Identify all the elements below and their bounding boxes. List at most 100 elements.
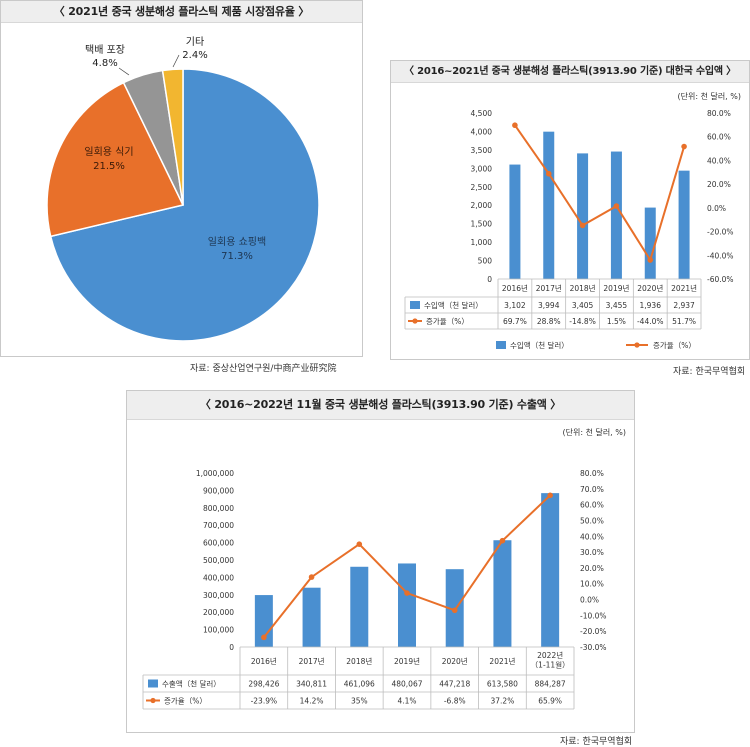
import-bar-label-1: 3,994 xyxy=(538,301,560,310)
import-table-key-dot xyxy=(412,318,418,324)
import-growth-point-0 xyxy=(512,122,518,129)
export-bar-label-6: 884,287 xyxy=(535,680,566,689)
import-y-tick-3: 3,000 xyxy=(471,164,493,173)
pie-label-0: 일회용 쇼핑백 xyxy=(208,236,266,248)
export-table-key-bar xyxy=(148,679,158,688)
import-line-label-1: 28.8% xyxy=(537,317,561,326)
import-category-4: 2020년 xyxy=(637,283,663,293)
export-y2-tick-7: 10.0% xyxy=(580,580,604,589)
import-y-tick-2: 3,500 xyxy=(471,146,493,155)
export-growth-point-4 xyxy=(451,607,458,614)
import-source: 자료: 한국무역협회 xyxy=(673,367,746,377)
export-line-label-1: 14.2% xyxy=(300,697,324,706)
export-category-line-0: 2022년 xyxy=(537,650,563,660)
import-chart-unit: (단위: 천 달러, %) xyxy=(677,92,741,101)
pie-value-1: 21.5% xyxy=(93,161,125,172)
export-table-series-bar: 수출액（천 달러） xyxy=(162,679,221,689)
import-chart: 4,500 4,000 3,500 3,000 2,500 2,000 1,500 1,000… xyxy=(404,109,734,350)
import-y2-tick-4: 0.0% xyxy=(707,204,726,213)
import-y2-tick-2: 40.0% xyxy=(707,156,731,165)
import-category-2: 2018년 xyxy=(570,283,596,293)
export-category-2: 2018년 xyxy=(346,656,372,666)
export-growth-point-5 xyxy=(499,537,506,544)
export-bar-2 xyxy=(350,566,369,647)
export-bar-label-0: 298,426 xyxy=(248,680,279,689)
export-line-label-0: -23.9% xyxy=(251,697,278,706)
import-y-tick-8: 500 xyxy=(478,257,493,266)
export-table-key-dot xyxy=(150,697,156,704)
import-legend-key-bar xyxy=(496,341,506,349)
export-chart-panel: 〈 2016~2022년 11월 중국 생분해성 플라스틱(3913.90 기준… xyxy=(126,390,635,733)
export-y-tick-10: 0 xyxy=(229,643,234,652)
pie-slice-0 xyxy=(49,68,320,342)
export-y2-tick-1: 70.0% xyxy=(580,485,604,494)
import-bar-3 xyxy=(610,151,622,279)
export-chart-unit: (단위: 천 달러, %) xyxy=(562,428,626,437)
export-category-4: 2020년 xyxy=(442,656,468,666)
export-category-line-1: （1-11월） xyxy=(531,660,570,670)
export-line-label-3: 4.1% xyxy=(397,697,416,706)
import-bar-label-0: 3,102 xyxy=(504,301,526,310)
import-line-label-0: 69.7% xyxy=(503,317,527,326)
pie-label-2: 택배 포장 xyxy=(85,44,125,56)
import-y-tick-9: 0 xyxy=(487,275,492,284)
import-y2-tick-5: -20.0% xyxy=(707,228,734,237)
import-category-3: 2019년 xyxy=(603,283,629,293)
import-bar-5 xyxy=(678,170,690,279)
import-table-series-line: 증가율（%） xyxy=(426,317,469,326)
import-y-tick-6: 1,500 xyxy=(471,220,493,229)
import-bar-label-5: 2,937 xyxy=(673,301,695,310)
export-growth-point-2 xyxy=(356,541,363,547)
export-bar-label-1: 340,811 xyxy=(296,680,327,689)
export-source: 자료: 한국무역협회 xyxy=(560,737,633,747)
pie-chart: 일회용 쇼핑백 71.3% 일회용 식기 21.5% 택배 포장 4.8% 기타 2.4% xyxy=(46,36,320,342)
export-y-tick-0: 1,000,000 xyxy=(196,469,234,478)
export-category-3: 2019년 xyxy=(394,656,420,666)
export-bar-1 xyxy=(302,587,321,647)
export-category-5: 2021년 xyxy=(489,656,515,666)
import-legend-key-dot xyxy=(634,342,640,348)
export-y2-tick-5: 30.0% xyxy=(580,548,604,557)
export-table-series-line: 증가율（%） xyxy=(164,697,207,706)
pie-label-1: 일회용 식기 xyxy=(84,146,133,158)
import-chart-title: 〈 2016~2021년 중국 생분해성 플라스틱(3913.90 기준) 대한… xyxy=(391,61,749,83)
export-y-tick-7: 300,000 xyxy=(203,591,234,600)
pie-value-2: 4.8% xyxy=(92,58,117,69)
import-chart-panel: 〈 2016~2021년 중국 생분해성 플라스틱(3913.90 기준) 대한… xyxy=(390,60,750,360)
import-bar-label-2: 3,405 xyxy=(572,301,594,310)
export-y2-tick-8: 0.0% xyxy=(580,596,599,605)
import-category-5: 2021년 xyxy=(671,283,697,293)
import-growth-point-2 xyxy=(579,222,586,229)
import-line-label-4: -44.0% xyxy=(637,317,664,326)
export-line-label-6: 65.9% xyxy=(538,697,562,706)
export-y-tick-5: 500,000 xyxy=(203,556,234,565)
export-y2-tick-11: -30.0% xyxy=(580,643,607,652)
export-y-tick-3: 700,000 xyxy=(203,521,234,530)
import-y2-tick-1: 60.0% xyxy=(707,133,731,142)
export-bar-3 xyxy=(398,563,416,647)
import-y-tick-1: 4,000 xyxy=(471,127,493,136)
export-category-0: 2016년 xyxy=(251,656,277,666)
import-growth-point-1 xyxy=(545,170,552,177)
export-y2-tick-4: 40.0% xyxy=(580,532,604,541)
import-category-1: 2017년 xyxy=(536,283,562,293)
import-table-key-bar xyxy=(410,301,420,309)
import-growth-line xyxy=(514,124,686,263)
import-bar-label-3: 3,455 xyxy=(606,301,628,310)
pie-label-3: 기타 xyxy=(186,36,204,48)
export-y-tick-1: 900,000 xyxy=(203,486,234,495)
pie-chart-panel: 〈 2021년 중국 생분해성 플라스틱 제품 시장점유율 〉 일회용 쇼핑백 7… xyxy=(0,0,363,357)
export-category-6: 2022년 （1-11월） xyxy=(531,650,570,670)
import-bar-2 xyxy=(577,153,589,279)
pie-chart-title: 〈 2021년 중국 생분해성 플라스틱 제품 시장점유율 〉 xyxy=(1,1,362,23)
import-category-0: 2016년 xyxy=(502,283,528,293)
import-y-tick-7: 1,000 xyxy=(471,238,493,247)
pie-leader-line-1 xyxy=(172,54,180,68)
export-bar-label-4: 447,218 xyxy=(439,680,470,689)
export-y2-tick-10: -20.0% xyxy=(580,627,607,636)
export-y-tick-8: 200,000 xyxy=(203,608,234,617)
import-legend-line: 증가율（%） xyxy=(653,341,696,350)
import-line-label-5: 51.7% xyxy=(672,317,696,326)
import-growth-point-4 xyxy=(647,257,654,263)
export-bar-6 xyxy=(541,493,560,647)
